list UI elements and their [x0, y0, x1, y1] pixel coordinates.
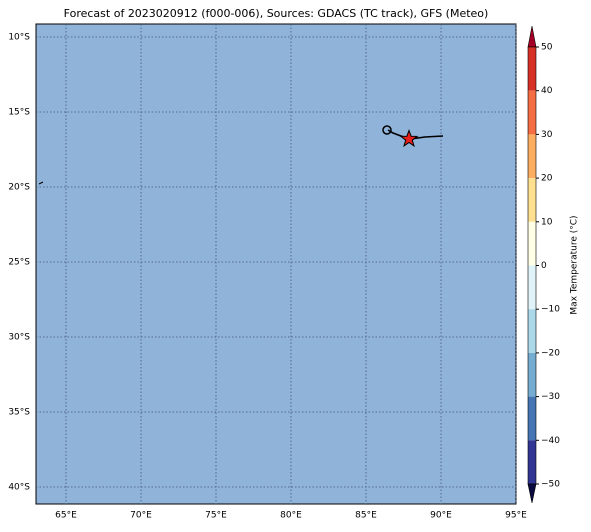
colorbar-tick-label: −30: [541, 392, 560, 402]
colorbar-band: [528, 221, 536, 266]
lat-label: 10°S: [8, 33, 30, 43]
colorbar-tick-label: 50: [541, 43, 553, 53]
island: [38, 181, 44, 185]
colorbar-tick-label: −10: [541, 305, 560, 315]
lat-label: 35°S: [8, 408, 30, 418]
colorbar-band: [528, 178, 536, 222]
colorbar-band: [528, 90, 536, 135]
colorbar-band: [528, 309, 536, 353]
colorbar-label: Max Temperature (°C): [570, 215, 580, 314]
title: Forecast of 2023020912 (f000-006), Sourc…: [64, 7, 489, 20]
colorbar-tick-label: 30: [541, 130, 553, 140]
lat-label: 20°S: [8, 183, 30, 193]
colorbar-extend: [527, 25, 537, 48]
lon-label: 65°E: [55, 511, 77, 521]
graticule: [36, 24, 517, 504]
lat-label: 40°S: [8, 483, 30, 493]
lon-label: 80°E: [280, 511, 302, 521]
colorbar-band: [528, 440, 536, 484]
colorbar-band: [528, 396, 536, 441]
track-start: [382, 125, 392, 135]
storm-position: [399, 129, 419, 148]
lat-label: 25°S: [8, 258, 30, 268]
colorbar-tick-label: −40: [541, 436, 560, 446]
colorbar-tick-label: 0: [541, 261, 547, 271]
lon-label: 85°E: [355, 511, 377, 521]
lon-label: 90°E: [430, 511, 452, 521]
lon-label: 75°E: [205, 511, 227, 521]
colorbar-band: [528, 134, 536, 179]
colorbar-tick-label: 10: [541, 217, 553, 227]
lat-label: 15°S: [8, 108, 30, 118]
colorbar-extend: [527, 483, 537, 504]
colorbar-band: [528, 47, 536, 91]
colorbar-tick-label: 40: [541, 86, 553, 96]
colorbar-band: [528, 265, 536, 310]
colorbar: [527, 25, 539, 504]
colorbar-tick-label: −50: [541, 480, 560, 490]
lon-label: 95°E: [505, 511, 527, 521]
colorbar-band: [528, 352, 536, 397]
colorbar-tick-label: −20: [541, 348, 560, 358]
lat-label: 30°S: [8, 333, 30, 343]
colorbar-tick-label: 20: [541, 174, 553, 184]
lon-label: 70°E: [130, 511, 152, 521]
map-area: [35, 23, 517, 505]
